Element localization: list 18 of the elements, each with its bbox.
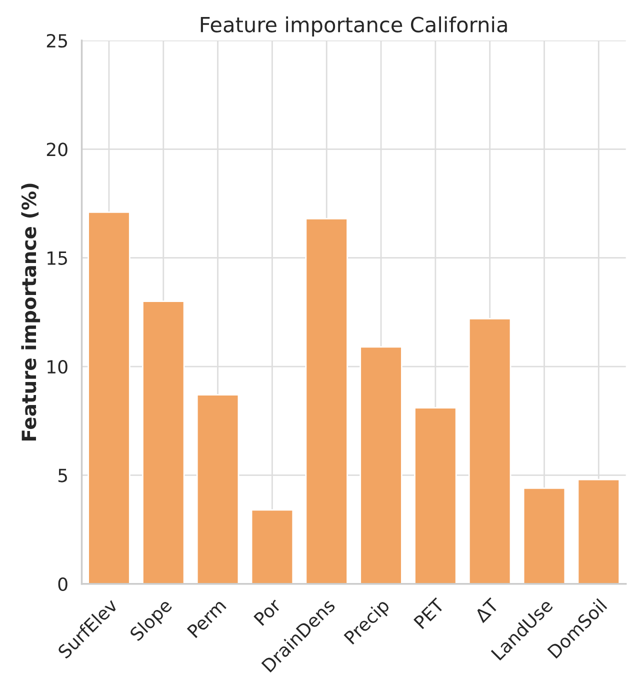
- bar: [468, 318, 512, 584]
- bar: [196, 394, 240, 584]
- bar: [142, 300, 185, 584]
- bar: [250, 509, 294, 584]
- y-tick-label: 15: [48, 252, 67, 265]
- y-tick-label: 0: [58, 577, 68, 591]
- y-tick-label: 20: [46, 142, 68, 156]
- y-axis-title: Feature importance (%): [21, 184, 40, 441]
- chart-title: Feature importance California: [200, 16, 507, 36]
- bar: [414, 407, 457, 584]
- bar: [577, 478, 620, 584]
- bar: [522, 488, 566, 584]
- bar: [360, 346, 402, 584]
- y-tick-label: 5: [58, 468, 67, 482]
- bar: [88, 212, 130, 584]
- y-tick-label: 10: [48, 360, 68, 374]
- y-tick-label: 25: [46, 34, 67, 48]
- bar: [305, 218, 348, 584]
